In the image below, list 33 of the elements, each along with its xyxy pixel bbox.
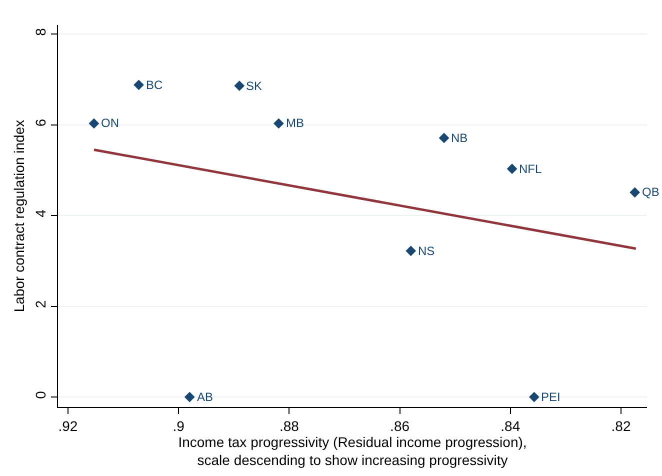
point bbox=[88, 118, 100, 129]
point bbox=[506, 164, 518, 174]
point bbox=[184, 392, 195, 402]
y-tick-label: 6 bbox=[32, 118, 48, 127]
annotation: ON bbox=[101, 116, 119, 130]
annotation: PEI bbox=[541, 390, 560, 404]
annotation: NFL bbox=[519, 162, 542, 176]
x-tick-label: .82 bbox=[611, 418, 631, 434]
x-tick-label: .9 bbox=[172, 418, 185, 434]
point bbox=[134, 80, 144, 90]
x-tick-label: .88 bbox=[279, 418, 300, 434]
annotation: SK bbox=[246, 79, 262, 93]
y-tick-label: 4 bbox=[32, 209, 48, 218]
y-axis-title: Labor contract regulation index bbox=[11, 120, 27, 312]
y-tick-label: 8 bbox=[32, 28, 48, 36]
y-tick-label: 2 bbox=[32, 300, 48, 308]
point bbox=[528, 392, 540, 402]
y-tick-label: 0 bbox=[32, 390, 48, 399]
annotation: NB bbox=[451, 131, 468, 145]
x-tick-label: .92 bbox=[58, 418, 78, 434]
annotation: AB bbox=[197, 390, 214, 404]
point bbox=[406, 246, 416, 256]
x-tick-label: .84 bbox=[500, 418, 520, 434]
point bbox=[438, 132, 450, 144]
point bbox=[273, 118, 284, 129]
point bbox=[630, 187, 640, 198]
point bbox=[234, 80, 245, 91]
annotation: QB bbox=[642, 185, 660, 199]
annotation: BC bbox=[146, 78, 164, 92]
x-tick-label: .86 bbox=[390, 418, 410, 434]
x-axis-title: Income tax progressivity (Residual income progression), scale descending to show increasing progressivity bbox=[178, 434, 527, 468]
annotation: MB bbox=[286, 116, 304, 130]
annotation: NS bbox=[418, 244, 435, 258]
